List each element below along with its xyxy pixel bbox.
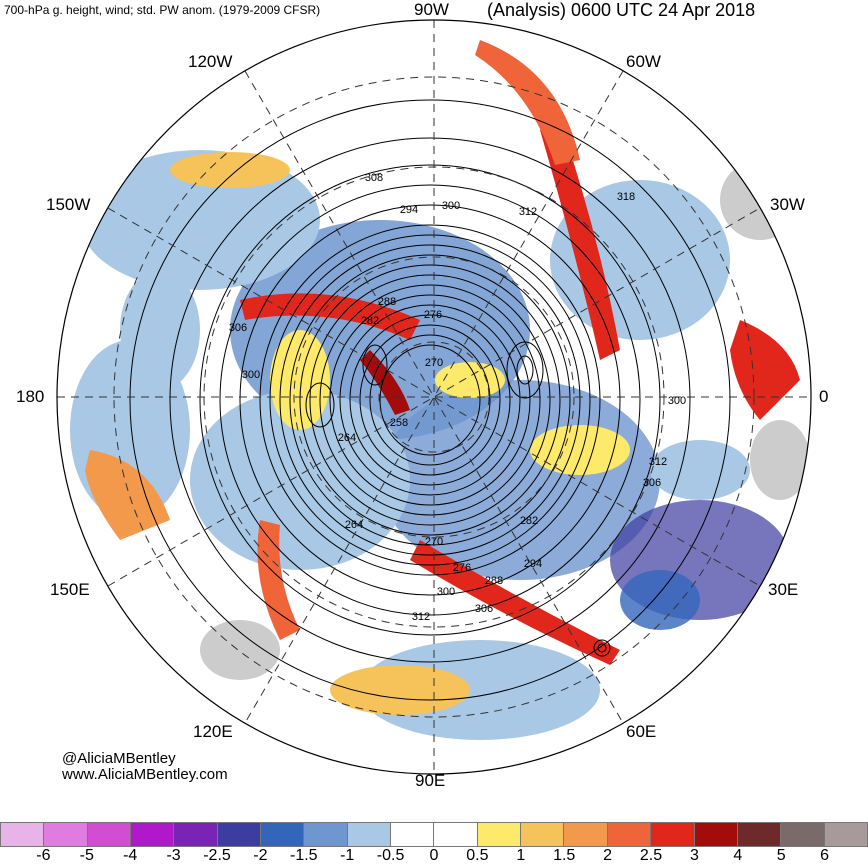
height-contour-label: 306	[643, 477, 661, 489]
colorbar-tick-label: -3	[166, 847, 181, 864]
height-contour-label: 276	[424, 309, 442, 321]
height-contour-label: 318	[617, 191, 635, 203]
colorbar-tick-label: 3	[689, 847, 699, 864]
lon-label-120e: 120E	[193, 722, 233, 741]
height-contour-label: 306	[475, 603, 493, 615]
map-subtitle: 700-hPa g. height, wind; std. PW anom. (…	[4, 3, 321, 17]
colorbar-swatch	[737, 822, 782, 847]
height-contour-label: 312	[412, 611, 430, 623]
height-contour-label: 300	[437, 586, 455, 598]
height-contour-label: 282	[520, 515, 538, 527]
lon-label-150w: 150W	[46, 195, 91, 214]
height-contour-label: 288	[485, 575, 503, 587]
colorbar-swatch	[0, 822, 45, 847]
height-contour-label: 294	[524, 558, 542, 570]
colorbar-tick-label: 0	[429, 847, 439, 864]
height-contour-label: 300	[668, 395, 686, 407]
height-contour-label: 300	[442, 200, 460, 212]
colorbar-tick-label: -6	[36, 847, 51, 864]
polar-map: 294 300 308 312 318 288 282 276 270 306 300 264 258 3…	[56, 19, 812, 775]
colorbar-tick-label: 1.5	[553, 847, 576, 864]
lon-label-180: 180	[16, 387, 45, 406]
lon-label-30e: 30E	[768, 580, 799, 599]
height-contour-label: 258	[390, 417, 408, 429]
colorbar-swatch	[391, 822, 435, 847]
colorbar-tick-label: 5	[776, 847, 786, 864]
pw-anomaly-shading	[70, 40, 810, 740]
map-disc	[57, 20, 811, 774]
colorbar-tick-label: -1	[340, 847, 355, 864]
colorbar-swatch	[607, 822, 652, 847]
height-contour-label: 270	[425, 357, 443, 369]
colorbar-swatch	[781, 822, 825, 847]
colorbar-swatch	[477, 822, 522, 847]
lon-label-30w: 30W	[770, 195, 805, 214]
colorbar-swatch	[261, 822, 305, 847]
colorbar-swatch	[217, 822, 262, 847]
colorbar-swatch	[694, 822, 738, 847]
height-contour-label: 312	[519, 206, 537, 218]
credit-handle: @AliciaMBentley	[62, 750, 176, 767]
colorbar-swatch	[521, 822, 565, 847]
colorbar-tick-label: 0.5	[466, 847, 489, 864]
colorbar-tick-label: 2	[603, 847, 613, 864]
colorbar-tick-label: -1.5	[290, 847, 318, 864]
colorbar-tick-label: -4	[123, 847, 138, 864]
height-contour-label: 300	[242, 369, 260, 381]
height-contours	[129, 99, 731, 701]
height-label-group: 294 300 308 312 318 288 282 276 270 306 300 264 258 3…	[229, 172, 686, 623]
lon-label-120w: 120W	[188, 52, 233, 71]
height-contour-label: 312	[649, 456, 667, 468]
colorbar-tick-label: 6	[820, 847, 830, 864]
lon-label-90e: 90E	[415, 771, 446, 790]
height-contour-label: 270	[425, 536, 443, 548]
colorbar-swatch	[434, 822, 478, 847]
height-contour-label: 308	[365, 172, 383, 184]
colorbar-tick-label: 4	[733, 847, 743, 864]
colorbar-swatch	[651, 822, 695, 847]
lon-label-60w: 60W	[626, 52, 661, 71]
colorbar-tick-label: -0.5	[376, 847, 405, 864]
height-contour-label: 264	[345, 519, 363, 531]
height-contour-label: 264	[338, 432, 356, 444]
colorbar-swatch	[347, 822, 392, 847]
height-contour-label: 282	[361, 315, 379, 327]
colorbar-tick-label: 2.5	[639, 847, 663, 864]
colorbar-tick-label: -2.5	[203, 847, 231, 864]
colorbar-tick-label: -5	[79, 847, 94, 864]
height-contour-label: 306	[229, 322, 247, 334]
lon-label-60e: 60E	[626, 722, 657, 741]
colorbar-swatch	[304, 822, 348, 847]
lon-label-90w: 90W	[414, 0, 449, 19]
colorbar-swatch	[87, 822, 132, 847]
colorbar-swatch	[131, 822, 175, 847]
map-title: (Analysis) 0600 UTC 24 Apr 2018	[487, 0, 756, 20]
colorbar-swatch	[44, 822, 88, 847]
colorbar-swatch	[564, 822, 608, 847]
colorbar-swatch	[174, 822, 218, 847]
height-contour-label: 276	[453, 562, 471, 574]
colorbar-tick-label: -2	[253, 847, 268, 864]
colorbar	[0, 822, 868, 847]
colorbar-tick-label: 1	[516, 847, 526, 864]
colorbar-swatch	[824, 822, 868, 847]
lon-label-0: 0	[819, 387, 829, 406]
height-contour-label: 294	[400, 204, 418, 216]
map-border	[56, 19, 812, 775]
credit-website: www.AliciaMBentley.com	[62, 766, 228, 783]
lon-label-150e: 150E	[50, 580, 90, 599]
graticule	[57, 20, 811, 774]
height-contour-label: 288	[378, 296, 396, 308]
